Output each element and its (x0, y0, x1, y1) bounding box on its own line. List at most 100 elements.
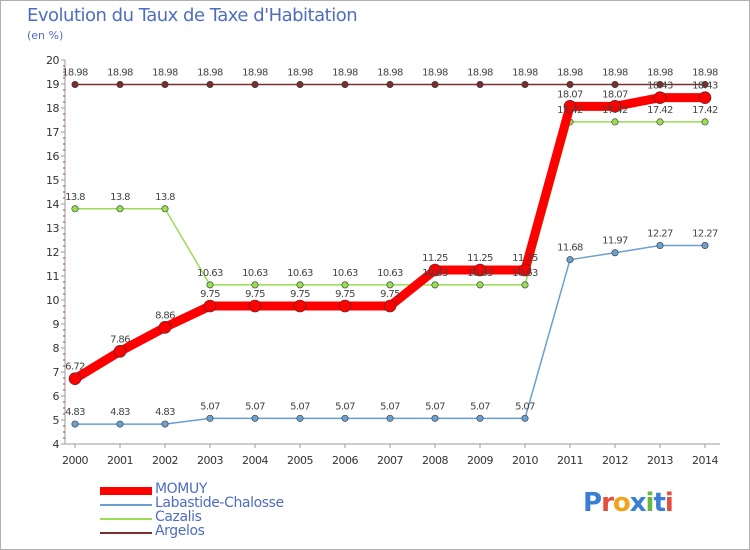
data-point (566, 256, 574, 264)
data-label: 18.98 (512, 67, 538, 78)
data-point (71, 205, 79, 213)
data-label: 18.98 (107, 67, 133, 78)
x-tick-label: 2013 (647, 454, 673, 467)
data-point (473, 263, 487, 277)
y-tick-label: 5 (53, 414, 60, 427)
data-label: 11.97 (602, 236, 628, 247)
data-label: 17.42 (602, 105, 628, 116)
data-point (251, 281, 259, 289)
x-tick-label: 2009 (467, 454, 493, 467)
data-label: 10.63 (332, 268, 358, 279)
data-point (341, 281, 349, 289)
x-tick-label: 2008 (422, 454, 448, 467)
data-label: 18.43 (692, 81, 718, 92)
data-point (566, 80, 574, 88)
data-label: 7.86 (110, 334, 130, 345)
data-point (611, 80, 619, 88)
data-point (296, 80, 304, 88)
x-tick-label: 2002 (152, 454, 178, 467)
data-label: 9.75 (380, 289, 400, 300)
x-tick-label: 2003 (197, 454, 223, 467)
data-point (338, 299, 352, 313)
legend-label: MOMUY (155, 481, 207, 497)
y-tick-label: 4 (53, 438, 60, 451)
data-label: 18.43 (647, 81, 673, 92)
data-label: 12.27 (692, 229, 718, 240)
y-tick-label: 11 (46, 270, 59, 283)
data-label: 8.86 (155, 310, 175, 321)
data-point (296, 414, 304, 422)
data-label: 9.75 (245, 289, 265, 300)
y-tick-label: 8 (53, 342, 60, 355)
data-point (431, 281, 439, 289)
data-label: 4.83 (155, 407, 175, 418)
data-label: 10.63 (422, 268, 448, 279)
data-point (701, 80, 709, 88)
data-label: 11.68 (557, 243, 583, 254)
data-point (116, 80, 124, 88)
data-label: 13.8 (65, 192, 85, 203)
y-tick-label: 6 (53, 390, 60, 403)
x-tick-label: 2006 (332, 454, 358, 467)
chart-title: Evolution du Taux de Taxe d'Habitation (27, 5, 358, 26)
data-label: 18.98 (152, 67, 178, 78)
legend-label: Cazalis (155, 509, 202, 525)
data-label: 17.42 (692, 105, 718, 116)
x-tick-label: 2011 (557, 454, 583, 467)
y-tick-label: 10 (46, 294, 59, 307)
data-point (296, 281, 304, 289)
data-point (428, 263, 442, 277)
data-point (71, 420, 79, 428)
data-point (206, 80, 214, 88)
data-label: 18.07 (557, 89, 583, 100)
data-label: 18.98 (62, 67, 88, 78)
data-point (431, 414, 439, 422)
data-point (698, 91, 712, 104)
data-point (161, 80, 169, 88)
data-label: 5.07 (515, 401, 535, 412)
data-point (68, 372, 82, 386)
y-tick-label: 14 (46, 198, 59, 211)
data-point (251, 80, 259, 88)
legend-swatch (100, 487, 152, 495)
data-point (206, 281, 214, 289)
data-point (116, 205, 124, 213)
x-tick-label: 2001 (107, 454, 133, 467)
data-label: 5.07 (425, 401, 445, 412)
data-label: 5.07 (380, 401, 400, 412)
data-label: 10.63 (287, 268, 313, 279)
data-point (521, 80, 529, 88)
data-point (656, 242, 664, 250)
data-point (386, 414, 394, 422)
data-label: 18.98 (332, 67, 358, 78)
data-label: 18.98 (467, 67, 493, 78)
data-label: 10.63 (197, 268, 223, 279)
data-point (158, 321, 172, 334)
data-label: 5.07 (470, 401, 490, 412)
y-tick-label: 20 (46, 54, 59, 67)
data-point (521, 281, 529, 289)
data-point (113, 345, 127, 358)
x-tick-label: 2000 (62, 454, 88, 467)
data-point (611, 118, 619, 126)
chart-subtitle: (en %) (27, 29, 64, 42)
legend-label: Labastide-Chalosse (155, 495, 284, 511)
data-label: 18.98 (422, 67, 448, 78)
x-tick-label: 2005 (287, 454, 313, 467)
data-point (476, 414, 484, 422)
data-label: 6.72 (65, 362, 85, 373)
data-point (206, 414, 214, 422)
legend-label: Argelos (155, 523, 205, 539)
data-label: 10.63 (242, 268, 268, 279)
data-label: 18.98 (602, 67, 628, 78)
data-point (71, 80, 79, 88)
data-point (161, 205, 169, 213)
data-label: 5.07 (245, 401, 265, 412)
y-tick-label: 7 (53, 366, 60, 379)
data-label: 12.27 (647, 229, 673, 240)
data-label: 10.63 (467, 268, 493, 279)
data-label: 13.8 (110, 192, 130, 203)
data-point (341, 80, 349, 88)
data-point (656, 118, 664, 126)
